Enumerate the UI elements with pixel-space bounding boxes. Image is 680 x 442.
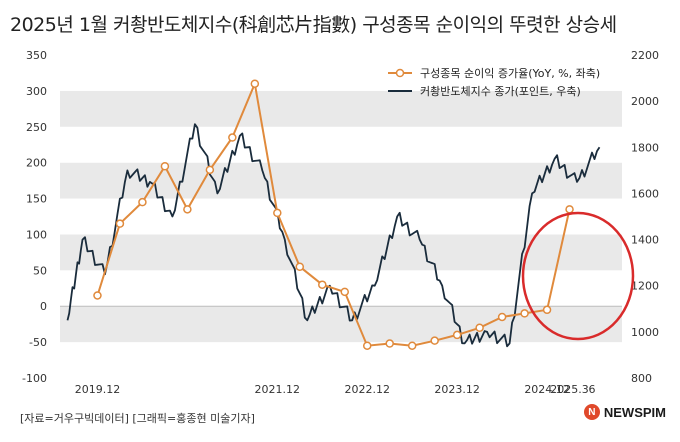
source-note: [자료=거우구빅데이터] [그래픽=홍종현 미술기자]: [20, 412, 255, 425]
x-axis: 2019.12 2021.12 2022.12 2023.12 2024.122025.…: [75, 383, 596, 396]
grid-band: [60, 234, 622, 271]
grid-band: [60, 55, 622, 91]
legend-growth-marker: [395, 68, 405, 78]
left-tick-label: -100: [22, 372, 47, 385]
growth-point: [205, 165, 215, 175]
growth-point: [497, 312, 507, 322]
growth-point: [340, 287, 349, 297]
left-tick-label: 300: [26, 85, 47, 98]
growth-point: [93, 291, 102, 300]
legend-growth-label: 구성종목 순이익 증가율(YoY, %, 좌축): [420, 67, 600, 80]
growth-point: [250, 79, 260, 88]
growth-point: [430, 336, 439, 345]
growth-point: [452, 330, 462, 340]
left-axis: -100 -50 0 50 100 150 200 250 300 350: [22, 49, 47, 385]
x-tick-label: 2021.12: [255, 383, 301, 396]
right-tick-label: 800: [631, 372, 652, 385]
growth-point: [138, 197, 147, 207]
growth-line: [96, 80, 571, 347]
growth-point: [542, 305, 552, 315]
growth-series: [93, 79, 574, 350]
growth-point: [565, 205, 574, 214]
growth-point: [228, 133, 237, 142]
index-series: [66, 123, 601, 348]
right-tick-label: 1600: [631, 187, 659, 200]
growth-point: [362, 341, 372, 350]
left-tick-label: -50: [29, 336, 47, 349]
legend: 구성종목 순이익 증가율(YoY, %, 좌축) 커촹반도체지수 종가(포인트, …: [388, 67, 600, 98]
grid-bands: [60, 55, 622, 378]
x-tick-label: 6: [589, 383, 596, 396]
grid-band: [60, 90, 622, 127]
x-tick-label: 2024.12: [524, 383, 570, 396]
newspim-logo: N NEWSPIM: [583, 404, 666, 420]
left-tick-label: 0: [40, 300, 47, 313]
left-tick-label: 350: [26, 49, 47, 62]
x-tick-label: 2023.12: [434, 383, 480, 396]
right-axis: 800 1000 1200 1400 1600 1800 2000 2200: [631, 49, 659, 385]
growth-point: [273, 208, 282, 218]
x-tick-label: 2025.3: [550, 383, 589, 396]
newspim-logo-text: NEWSPIM: [603, 404, 666, 420]
right-tick-label: 1400: [631, 234, 659, 247]
left-tick-label: 250: [26, 121, 47, 134]
growth-point: [183, 205, 192, 214]
growth-point: [295, 262, 305, 271]
right-tick-label: 2000: [631, 95, 659, 108]
growth-point: [385, 339, 394, 348]
right-tick-label: 1000: [631, 326, 659, 339]
x-tick-label: 2022.12: [344, 383, 390, 396]
right-tick-label: 1800: [631, 141, 659, 154]
growth-point: [318, 280, 327, 289]
growth-point: [407, 341, 417, 350]
left-tick-label: 150: [26, 193, 47, 206]
left-tick-label: 200: [26, 157, 47, 170]
growth-point: [475, 323, 484, 333]
highlight-circle: [521, 211, 635, 341]
left-tick-label: 50: [33, 264, 47, 277]
newspim-logo-icon: N: [583, 404, 600, 420]
chart-title: 2025년 1월 커촹반도체지수(科創芯片指數) 구성종목 순이익의 뚜렷한 상…: [10, 14, 617, 36]
right-tick-label: 1200: [631, 280, 659, 293]
growth-point: [115, 219, 125, 228]
growth-point: [520, 309, 529, 318]
legend-index-label: 커촹반도체지수 종가(포인트, 우축): [420, 85, 581, 98]
right-tick-label: 2200: [631, 49, 659, 62]
index-line: [66, 123, 601, 348]
grid-band: [60, 342, 622, 378]
growth-point: [160, 162, 170, 171]
left-tick-label: 100: [26, 228, 47, 241]
grid-band: [60, 126, 622, 163]
grid-band: [60, 270, 622, 307]
grid-band: [60, 162, 622, 199]
x-tick-label: 2019.12: [75, 383, 121, 396]
